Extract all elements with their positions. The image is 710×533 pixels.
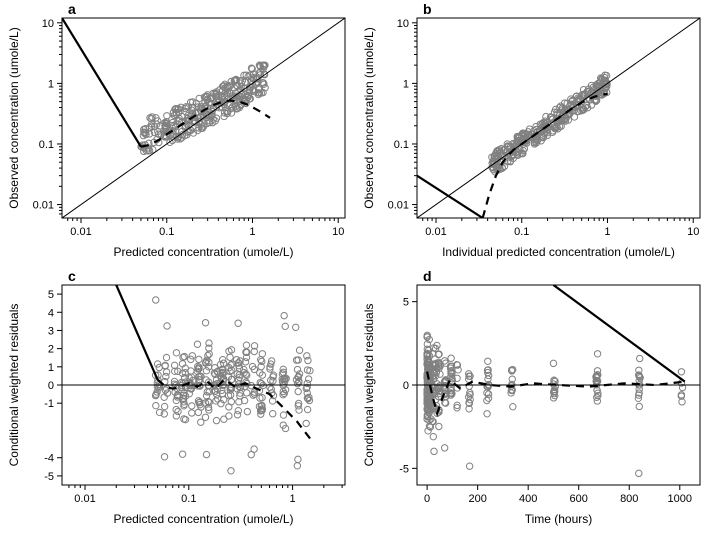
figure-grid: 0.010.11100.010.1110Predicted concentrat… — [0, 0, 710, 533]
svg-text:5: 5 — [403, 296, 409, 308]
svg-text:0: 0 — [424, 493, 430, 505]
panel-letter: b — [423, 1, 432, 17]
svg-text:400: 400 — [519, 493, 537, 505]
svg-text:10: 10 — [687, 226, 699, 238]
x-axis-label: Predicted concentration (umole/L) — [113, 245, 293, 259]
svg-text:0.1: 0.1 — [514, 226, 529, 238]
y-axis-label: Observed concentration (umole/L) — [362, 27, 376, 208]
svg-text:10: 10 — [332, 226, 344, 238]
svg-text:600: 600 — [570, 493, 588, 505]
y-axis-label: Conditional weighted residuals — [362, 303, 376, 466]
svg-text:0.01: 0.01 — [33, 200, 54, 212]
svg-text:-5: -5 — [399, 463, 409, 475]
panel-c: 0.01 0.1 1 -5 -4 -1 0 1 2 3 4 5 Predicted concentrat… — [0, 267, 355, 533]
svg-text:-5: -5 — [44, 470, 54, 482]
panel-d: 0 200 400 600 800 1000 -5 0 5 Time (hours) Conditi… — [355, 267, 710, 533]
svg-text:0.01: 0.01 — [388, 200, 409, 212]
svg-text:-4: -4 — [44, 452, 54, 464]
svg-text:1000: 1000 — [668, 493, 692, 505]
svg-text:1: 1 — [249, 226, 255, 238]
panel-a: 0.01 0.1 1 10 0.01 0.1 1 10 Predicted concentrat… — [0, 0, 355, 267]
svg-text:1: 1 — [48, 78, 54, 90]
panel-letter: a — [68, 1, 76, 17]
y-axis-label: Observed concentration (umole/L) — [7, 27, 21, 208]
svg-text:0.1: 0.1 — [181, 493, 196, 505]
svg-text:4: 4 — [48, 307, 54, 319]
svg-text:200: 200 — [468, 493, 486, 505]
svg-text:0: 0 — [48, 380, 54, 392]
x-axis-label: Predicted concentration (umole/L) — [113, 512, 293, 526]
svg-text:1: 1 — [290, 493, 296, 505]
svg-text:0.01: 0.01 — [70, 226, 91, 238]
svg-text:1: 1 — [604, 226, 610, 238]
svg-text:1: 1 — [403, 78, 409, 90]
svg-text:10: 10 — [397, 18, 409, 30]
svg-text:0.1: 0.1 — [39, 139, 54, 151]
panel-letter: d — [423, 268, 432, 284]
panel-letter: c — [68, 268, 76, 284]
svg-text:5: 5 — [48, 289, 54, 301]
svg-text:1: 1 — [48, 361, 54, 373]
svg-text:-1: -1 — [44, 398, 54, 410]
svg-text:0.01: 0.01 — [74, 493, 95, 505]
svg-text:2: 2 — [48, 343, 54, 355]
svg-text:0.1: 0.1 — [159, 226, 174, 238]
svg-text:800: 800 — [620, 493, 638, 505]
x-axis-label: Time (hours) — [525, 512, 593, 526]
svg-text:3: 3 — [48, 325, 54, 337]
svg-text:10: 10 — [42, 18, 54, 30]
svg-text:0.01: 0.01 — [425, 226, 446, 238]
svg-text:0: 0 — [403, 380, 409, 392]
x-axis-label: Individual predicted concentration (umol… — [442, 245, 675, 259]
svg-text:0.1: 0.1 — [394, 139, 409, 151]
y-axis-label: Conditional weighted residuals — [7, 303, 21, 466]
panel-b: 0.01 0.1 1 10 0.01 0.1 1 10 Individual predicted… — [355, 0, 710, 267]
